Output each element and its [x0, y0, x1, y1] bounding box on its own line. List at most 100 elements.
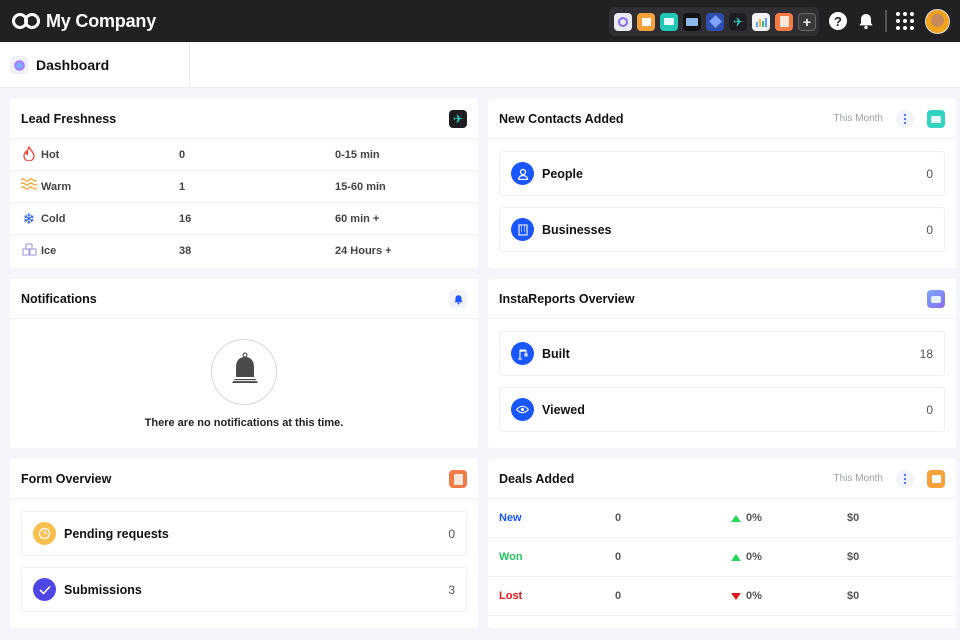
deal-change: 0% — [731, 551, 847, 563]
trend-up-icon — [731, 514, 741, 522]
contacts-icon[interactable] — [927, 110, 945, 128]
deal-change: 0% — [731, 512, 847, 524]
deal-label: Lost — [499, 590, 523, 602]
deal-row-new[interactable]: New 0 0% $0 — [488, 499, 956, 538]
card-title: InstaReports Overview — [499, 291, 635, 306]
brand[interactable]: My Company — [12, 11, 156, 32]
forms-icon[interactable] — [449, 470, 467, 488]
deal-amount: $0 — [847, 512, 860, 524]
empty-state: There are no notifications at this time. — [10, 339, 478, 429]
lead-range: 15-60 min — [335, 180, 386, 193]
card-header: Deals Added This Month — [488, 459, 956, 499]
card-header: Lead Freshness ✈ — [10, 99, 478, 139]
help-icon[interactable]: ? — [829, 12, 847, 30]
tab-dashboard[interactable]: Dashboard — [0, 42, 190, 88]
lead-row-warm[interactable]: Warm 1 15-60 min — [10, 171, 478, 203]
card-header: Form Overview — [10, 459, 478, 499]
lead-label: Warm — [41, 180, 72, 193]
more-options-icon[interactable] — [896, 470, 914, 488]
stat-submissions[interactable]: Submissions 3 — [21, 567, 467, 612]
forms-app-icon[interactable] — [775, 12, 793, 31]
snowflake-icon: ❄ — [22, 210, 36, 228]
waves-icon — [20, 178, 38, 195]
card-title: Deals Added — [499, 471, 575, 486]
deal-amount: $0 — [847, 590, 860, 602]
period-filter[interactable]: This Month — [833, 113, 883, 124]
lead-row-cold[interactable]: ❄ Cold 16 60 min + — [10, 203, 478, 235]
lead-label: Cold — [41, 212, 66, 225]
lead-label: Ice — [41, 245, 57, 257]
user-avatar[interactable] — [925, 9, 950, 34]
period-filter[interactable]: This Month — [833, 473, 883, 484]
lead-freshness-card: Lead Freshness ✈ Hot 0 0-15 min Warm 1 1… — [10, 99, 478, 268]
orbit-app-icon[interactable] — [614, 12, 632, 31]
stat-businesses[interactable]: Businesses 0 — [499, 207, 945, 252]
more-options-icon[interactable] — [896, 110, 914, 128]
stat-label: People — [542, 166, 583, 181]
lead-row-ice[interactable]: Ice 38 24 Hours + — [10, 235, 478, 267]
lead-count: 0 — [179, 148, 186, 161]
layers-app-icon[interactable] — [706, 12, 724, 31]
stat-viewed[interactable]: Viewed 0 — [499, 387, 945, 432]
lead-row-hot[interactable]: Hot 0 0-15 min — [10, 139, 478, 171]
deals-added-card: Deals Added This Month New 0 0% $0 Won 0… — [488, 459, 956, 628]
lead-range: 60 min + — [335, 212, 380, 225]
deal-row-won[interactable]: Won 0 0% $0 — [488, 538, 956, 577]
stat-people[interactable]: People 0 — [499, 151, 945, 196]
bell-icon[interactable] — [449, 290, 467, 308]
lead-count: 38 — [179, 245, 192, 257]
checkmark-icon — [33, 578, 56, 601]
stat-built[interactable]: Built 18 — [499, 331, 945, 376]
form-overview-card: Form Overview Pending requests 0 Submiss… — [10, 459, 478, 628]
stat-label: Pending requests — [64, 526, 169, 541]
stat-label: Built — [542, 346, 570, 361]
app-launcher-tray: ✈ + — [609, 7, 819, 36]
reports-app-icon[interactable] — [752, 12, 770, 31]
lead-count: 16 — [179, 212, 192, 225]
stat-label: Businesses — [542, 222, 612, 237]
stat-value: 3 — [448, 582, 455, 597]
screen-app-icon[interactable] — [683, 12, 701, 31]
card-title: New Contacts Added — [499, 111, 624, 126]
tasks-icon[interactable] — [927, 470, 945, 488]
eye-icon — [511, 398, 534, 421]
notifications-card: Notifications There are no notifications… — [10, 279, 478, 448]
reports-icon[interactable] — [927, 290, 945, 308]
empty-message: There are no notifications at this time. — [144, 417, 344, 429]
hummingbird-icon[interactable]: ✈ — [449, 110, 467, 128]
stat-value: 18 — [919, 346, 933, 361]
tasks-app-icon[interactable] — [637, 12, 655, 31]
lead-label: Hot — [41, 148, 60, 161]
deal-change: 0% — [731, 590, 847, 602]
deal-count: 0 — [615, 551, 622, 563]
stat-pending-requests[interactable]: Pending requests 0 — [21, 511, 467, 556]
bell-icon[interactable] — [857, 12, 875, 30]
lead-count: 1 — [179, 180, 186, 193]
hummingbird-app-icon[interactable]: ✈ — [729, 12, 747, 31]
card-header: New Contacts Added This Month — [488, 99, 956, 139]
apps-grid-icon[interactable] — [896, 12, 914, 30]
deal-pct: 0% — [746, 512, 762, 524]
stat-value: 0 — [926, 166, 933, 181]
deal-count: 0 — [615, 512, 622, 524]
deal-pct: 0% — [746, 590, 762, 602]
deal-label: New — [499, 512, 522, 524]
clock-icon — [33, 522, 56, 545]
stat-label: Submissions — [64, 582, 142, 597]
crane-icon — [511, 342, 534, 365]
dashboard-icon — [10, 56, 28, 74]
header-divider — [885, 10, 887, 32]
card-header: InstaReports Overview — [488, 279, 956, 319]
company-name: My Company — [46, 10, 157, 31]
stat-value: 0 — [926, 402, 933, 417]
deal-row-lost[interactable]: Lost 0 0% $0 — [488, 577, 956, 616]
deal-count: 0 — [615, 590, 622, 602]
empty-bell-illustration — [211, 339, 277, 405]
card-header: Notifications — [10, 279, 478, 319]
trend-up-icon — [731, 553, 741, 561]
contacts-app-icon[interactable] — [660, 12, 678, 31]
deal-pct: 0% — [746, 551, 762, 563]
add-app-button[interactable]: + — [798, 12, 816, 31]
new-contacts-card: New Contacts Added This Month People 0 B… — [488, 99, 956, 268]
card-title: Notifications — [21, 291, 97, 306]
